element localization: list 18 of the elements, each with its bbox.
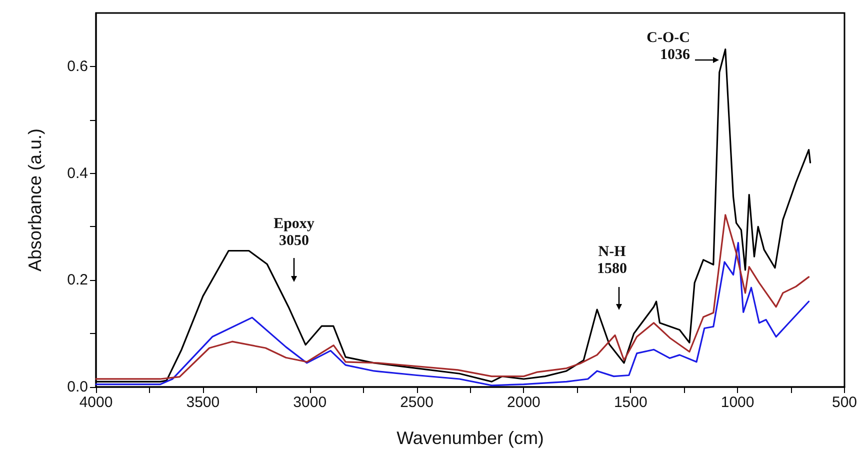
x-tick-label: 1500	[614, 394, 648, 411]
x-axis-title: Wavenumber (cm)	[396, 428, 544, 448]
x-tick-label: 1000	[720, 394, 754, 411]
y-tick-label: 0.6	[67, 58, 88, 75]
y-tick-label: 0.2	[67, 272, 88, 289]
x-tick-label: 500	[832, 394, 857, 411]
x-tick-label: 3000	[293, 394, 327, 411]
x-tick-label: 4000	[79, 394, 113, 411]
line-series	[95, 214, 810, 380]
x-tick-label: 2000	[507, 394, 540, 411]
y-axis-title: Absorbance (a.u.)	[25, 128, 45, 272]
y-tick-label: 0.4	[67, 164, 88, 182]
x-tick-label: 2500	[400, 394, 434, 411]
y-tick-label: 0.0	[67, 378, 88, 396]
annotation: N-H 1580	[596, 244, 628, 278]
x-tick-label: 3500	[186, 394, 220, 411]
annotation: Epoxy 3050	[272, 216, 316, 250]
annotation: C-O-C 1036	[646, 30, 690, 64]
